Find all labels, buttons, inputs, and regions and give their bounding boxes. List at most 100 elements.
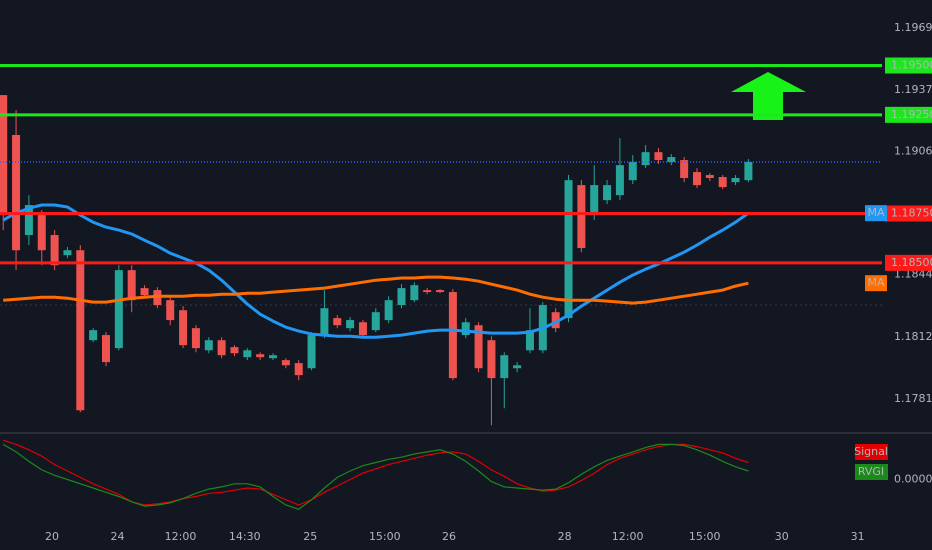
candle-body xyxy=(24,205,33,236)
y-tick-label: 0.0000 xyxy=(894,473,932,486)
candle-body xyxy=(654,152,663,161)
level-label-box xyxy=(885,57,932,74)
legend-label: Signal xyxy=(854,445,888,458)
plot-layer: 1.19690 1.19375 1.19065 1.18440 1.18125 1.178… xyxy=(0,21,932,543)
candle-body xyxy=(487,340,496,379)
legend-label: RVGI xyxy=(858,465,884,478)
x-tick-label: 31 xyxy=(851,530,865,543)
level-label-box xyxy=(885,106,932,123)
candle-body xyxy=(358,322,367,336)
candle-body xyxy=(204,340,213,351)
candle-body xyxy=(474,325,483,369)
candle-body xyxy=(294,363,303,376)
up-arrow xyxy=(731,72,806,120)
x-tick-label: 15:00 xyxy=(369,530,401,543)
candle-body xyxy=(641,152,650,166)
candle-body xyxy=(217,340,226,356)
candle-body xyxy=(114,270,123,349)
x-tick-label: 26 xyxy=(442,530,456,543)
candle-body xyxy=(448,292,457,379)
candle-body xyxy=(436,290,445,293)
ma-label-box xyxy=(865,205,887,222)
candle-body xyxy=(333,318,342,326)
level-label: 1.19250 xyxy=(891,108,932,121)
candle-body xyxy=(269,355,278,359)
candle-body xyxy=(718,177,727,188)
x-tick-label: 30 xyxy=(775,530,789,543)
y-tick-label: 1.17810 xyxy=(894,392,932,405)
candle-body xyxy=(744,162,753,181)
candle-body xyxy=(166,300,175,321)
candle-body xyxy=(101,335,110,363)
candle-body xyxy=(423,290,432,293)
candle-body xyxy=(307,335,316,369)
y-tick-label: 1.18440 xyxy=(894,268,932,281)
candle-body xyxy=(89,330,98,341)
x-tick-label: 28 xyxy=(558,530,572,543)
level-label-box xyxy=(885,254,932,271)
level-label-box xyxy=(885,205,932,222)
candle-body xyxy=(410,285,419,301)
candle-body xyxy=(63,250,72,256)
x-tick-label: 14:30 xyxy=(229,530,261,543)
candle-body xyxy=(628,162,637,181)
x-tick-label: 24 xyxy=(111,530,125,543)
candle-body xyxy=(564,180,573,319)
candle-body xyxy=(140,288,149,296)
x-tick-label: 25 xyxy=(303,530,317,543)
candle-body xyxy=(680,160,689,178)
candle-body xyxy=(615,165,624,196)
moving-average xyxy=(2,203,750,339)
candle-body xyxy=(76,250,85,411)
candle-body xyxy=(525,330,534,351)
candle-body xyxy=(500,355,509,379)
ma-label-box xyxy=(865,275,887,292)
y-tick-label: 1.19690 xyxy=(894,21,932,34)
level-label: 1.18500 xyxy=(891,256,932,269)
candle-body xyxy=(37,215,46,251)
candle-body xyxy=(731,177,740,183)
candle-body xyxy=(577,185,586,249)
candle-body xyxy=(230,347,239,354)
candle-body xyxy=(551,312,560,329)
candle-body xyxy=(371,312,380,331)
ma-label: MA xyxy=(867,276,884,289)
y-tick-label: 1.18125 xyxy=(894,330,932,343)
y-tick-label: 1.19375 xyxy=(894,83,932,96)
candle-body xyxy=(513,365,522,369)
candle-body xyxy=(397,288,406,306)
legend-box xyxy=(855,444,888,460)
candle-body xyxy=(243,350,252,358)
level-label: 1.19500 xyxy=(891,59,932,72)
y-tick-label: 1.19065 xyxy=(894,144,932,157)
candle-body xyxy=(320,308,329,336)
x-tick-label: 20 xyxy=(45,530,59,543)
candle-body xyxy=(256,354,265,358)
candle-body xyxy=(705,175,714,178)
candle-body xyxy=(667,157,676,163)
candle-body xyxy=(0,95,8,216)
candle-body xyxy=(692,172,701,186)
candle-body xyxy=(179,310,188,346)
candle-body xyxy=(191,328,200,349)
level-label: 1.18750 xyxy=(891,207,932,220)
candle-body xyxy=(461,322,470,336)
candle-body xyxy=(50,235,59,266)
indicator-line xyxy=(2,443,749,510)
candle-body xyxy=(127,270,136,301)
candle-body xyxy=(603,185,612,201)
indicator-line xyxy=(3,439,749,506)
x-tick-label: 12:00 xyxy=(612,530,644,543)
candle-body xyxy=(590,185,599,216)
legend-box xyxy=(855,464,888,480)
candle-body xyxy=(346,320,355,329)
x-tick-label: 12:00 xyxy=(165,530,197,543)
candle-body xyxy=(281,360,290,366)
candle-body xyxy=(384,300,393,321)
candle-body xyxy=(12,134,21,251)
ma-label: MA xyxy=(867,206,884,219)
x-tick-label: 15:00 xyxy=(689,530,721,543)
